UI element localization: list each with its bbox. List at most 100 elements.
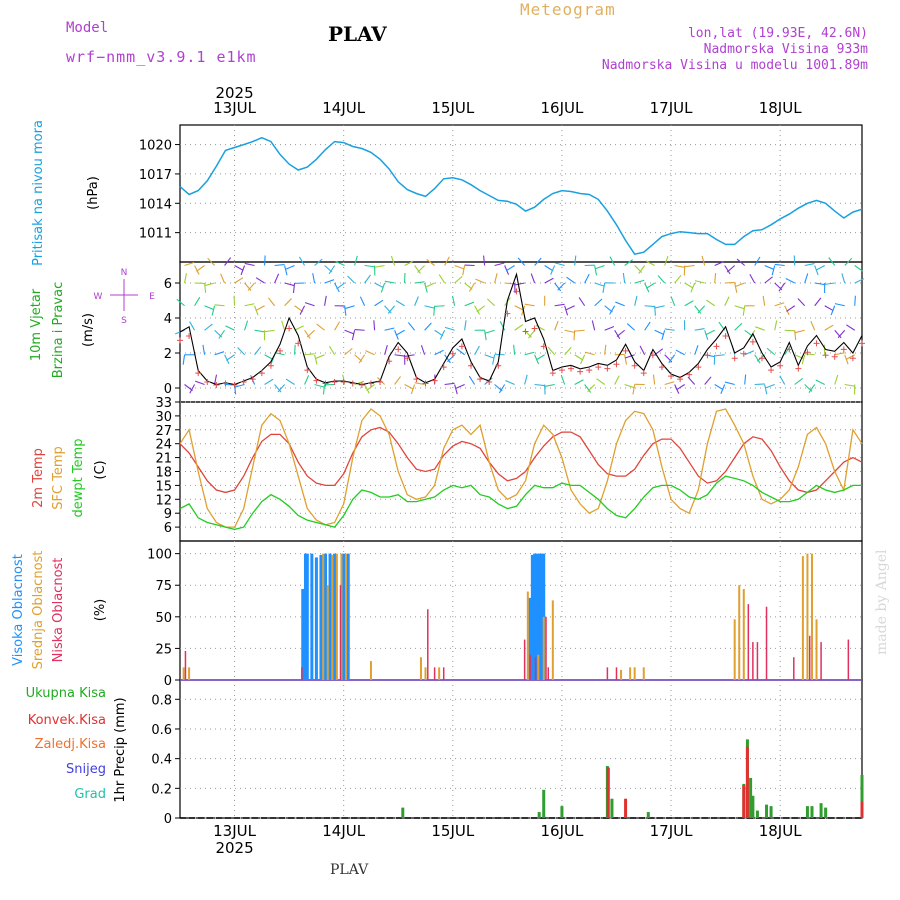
wind-arrow: [830, 305, 836, 316]
cloud-bar: [551, 600, 554, 680]
wind-arrow: [566, 276, 575, 284]
wind-arrow: [779, 375, 786, 385]
cloud-bar: [545, 616, 547, 680]
wind-arrow: [244, 320, 249, 331]
wind-arrow: [444, 382, 455, 386]
wind-gust-marker: [831, 353, 838, 360]
wind-arrow: [447, 354, 456, 363]
wind-arrow: [214, 351, 225, 356]
cloud-bar: [369, 661, 372, 680]
wind-arrow: [358, 354, 366, 364]
wind-gust-marker: [668, 373, 675, 380]
wind-arrow: [374, 282, 384, 289]
wind-gust-marker: [377, 379, 384, 386]
wind-arrow: [547, 346, 556, 356]
wind-gust-marker: [504, 310, 511, 317]
wind-arrow: [285, 264, 295, 270]
precip-legend-1: Ukupna Kisa: [26, 686, 106, 701]
precip-bar: [751, 795, 755, 818]
precip-bar: [805, 806, 809, 818]
wind-arrow: [841, 273, 846, 284]
wind-arrow: [420, 345, 426, 355]
cloud-bar: [534, 657, 537, 680]
wind-arrow: [294, 344, 296, 355]
cloud-bar: [419, 657, 422, 680]
wind-arrow: [854, 265, 864, 272]
wind-arrow: [594, 282, 605, 287]
wind-arrow: [578, 297, 586, 307]
wind-arrow: [714, 384, 724, 391]
temp-ylabel-3: dewpt Temp: [71, 438, 86, 517]
wind-gust-marker: [195, 370, 202, 377]
wind-gust-marker: [186, 332, 193, 339]
wind-arrow: [584, 384, 592, 393]
cloud-bar: [810, 553, 813, 680]
wind-arrow: [468, 282, 476, 292]
cloud-bar: [847, 639, 850, 680]
pressure-ylabel: Pritisak na nivou mora: [31, 120, 46, 266]
wind-arrow: [254, 346, 262, 356]
wind-arrow: [202, 344, 206, 355]
wind-arrow: [444, 326, 455, 331]
wind-ylabel-2: Brzina i Pravac: [51, 282, 66, 379]
wind-arrow: [384, 305, 392, 314]
wind-arrow: [834, 374, 839, 385]
wind-arrow: [565, 305, 575, 311]
wind-gust-marker: [604, 365, 611, 372]
wind-arrow: [417, 265, 425, 273]
precip-bar: [819, 803, 823, 818]
wind-arrow: [625, 354, 635, 359]
wind-arrow: [535, 324, 545, 331]
wind-arrow: [814, 297, 822, 307]
wind-arrow: [475, 278, 485, 284]
y-tick-label: 30: [155, 410, 172, 425]
wind-arrow: [844, 383, 855, 387]
y-tick-label: 50: [155, 611, 172, 626]
cloud-unit: (%): [93, 599, 108, 622]
wind-arrow: [274, 264, 285, 267]
wind-gust-marker: [404, 355, 411, 362]
wind-gust-marker: [295, 340, 302, 347]
wind-arrow: [444, 256, 450, 266]
wind-arrow: [494, 273, 498, 284]
cloud-bar: [442, 667, 445, 680]
compass-s: S: [121, 316, 127, 326]
wind-arrow: [182, 354, 186, 365]
wind-gust-marker: [386, 358, 393, 365]
wind-arrow: [426, 259, 435, 266]
wind-arrow: [514, 324, 524, 331]
wind-arrow: [784, 305, 790, 315]
wind-gust-marker: [713, 343, 720, 350]
day-label-bottom: 13JUL: [213, 822, 256, 840]
wind-arrow: [674, 274, 682, 284]
wind-arrow: [434, 305, 445, 307]
wind-arrow: [626, 323, 636, 331]
precip-bar: [606, 767, 610, 818]
wind-gust-marker: [486, 379, 493, 386]
wind-arrow: [754, 383, 765, 386]
wind-arrow: [714, 272, 717, 284]
wind-arrow: [794, 330, 797, 341]
footer-station: PLAV: [330, 862, 369, 878]
y-tick-label: 27: [155, 424, 172, 439]
cloud-bar: [310, 553, 314, 680]
wind-gust-marker: [413, 376, 420, 383]
wind-arrow: [797, 298, 806, 307]
y-tick-label: 33: [155, 396, 172, 411]
day-label-top: 16JUL: [540, 99, 583, 117]
wind-arrow: [664, 381, 675, 386]
cloud-bar: [547, 667, 550, 680]
wind-gust-marker: [622, 347, 629, 354]
wind-arrow: [701, 255, 706, 266]
wind-gust-marker: [304, 367, 311, 374]
wind-arrow: [364, 384, 370, 394]
wind-arrow: [574, 255, 577, 266]
wind-arrow: [524, 351, 535, 356]
wind-arrow: [735, 282, 745, 288]
temp-line-3: [179, 475, 862, 531]
cloud-bar: [530, 554, 534, 680]
wind-gust-marker: [804, 349, 811, 356]
wind-arrow: [584, 351, 595, 356]
wind-arrow: [298, 256, 306, 266]
cloud-bar: [606, 667, 609, 680]
